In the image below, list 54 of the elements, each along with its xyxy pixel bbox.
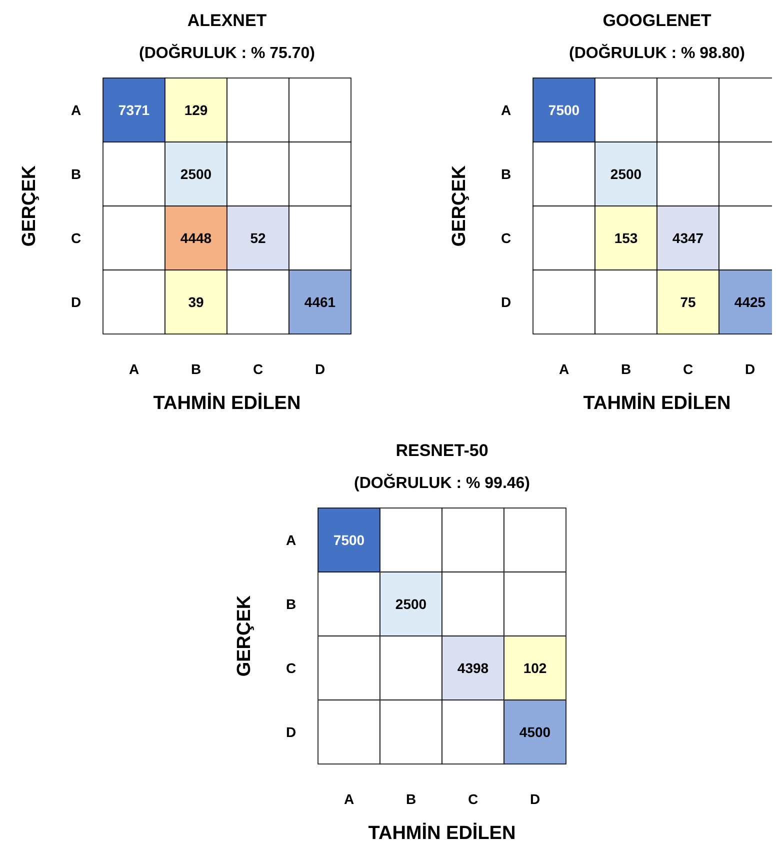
data-label: 4347	[672, 230, 704, 246]
x-tick-label: C	[682, 361, 694, 377]
chart-title: GOOGLENET	[602, 11, 712, 30]
y-axis-title: GERÇEK	[234, 595, 255, 677]
x-tick-label: A	[344, 791, 354, 807]
y-tick-label: A	[286, 532, 296, 548]
x-tick-label: B	[620, 361, 632, 377]
data-label: 4425	[734, 294, 766, 310]
data-label: 129	[184, 102, 208, 118]
chart-title: RESNET-50	[396, 441, 488, 460]
y-tick-label: C	[286, 660, 296, 676]
data-label: 2500	[395, 596, 427, 612]
x-tick-label: D	[314, 361, 326, 377]
x-tick-label: C	[252, 361, 264, 377]
x-tick-label: B	[406, 791, 416, 807]
data-label: 2500	[180, 166, 212, 182]
data-label: 2500	[610, 166, 642, 182]
data-label: 7500	[333, 532, 365, 548]
x-tick-label: D	[744, 361, 756, 377]
y-tick-label: A	[70, 102, 82, 118]
data-label: 4500	[519, 724, 551, 740]
x-axis-title: TAHMİN EDİLEN	[153, 392, 301, 414]
data-label: 4448	[180, 230, 212, 246]
x-tick-label: D	[530, 791, 540, 807]
y-axis-title: GERÇEK	[19, 165, 40, 247]
data-label: 4461	[304, 294, 336, 310]
chart-subtitle: (DOĞRULUK : % 75.70)	[138, 43, 316, 62]
y-tick-label: C	[70, 230, 82, 246]
data-label: 7371	[118, 102, 150, 118]
x-tick-label: B	[190, 361, 202, 377]
chart-subtitle: (DOĞRULUK : % 98.80)	[568, 43, 746, 62]
data-label: 52	[250, 230, 266, 246]
y-tick-label: B	[286, 596, 296, 612]
x-axis-title: TAHMİN EDİLEN	[583, 392, 731, 414]
data-label: 102	[523, 660, 547, 676]
y-tick-label: D	[286, 724, 296, 740]
y-tick-label: B	[500, 166, 512, 182]
data-label: 153	[614, 230, 638, 246]
y-axis-title: GERÇEK	[449, 165, 470, 247]
y-tick-label: A	[500, 102, 512, 118]
chart-title: ALEXNET	[187, 11, 268, 30]
x-tick-label: A	[128, 361, 140, 377]
data-label: 39	[188, 294, 204, 310]
data-label: 4398	[457, 660, 489, 676]
chart-subtitle: (DOĞRULUK : % 99.46)	[354, 473, 530, 492]
x-tick-label: A	[558, 361, 570, 377]
y-tick-label: D	[70, 294, 82, 310]
y-tick-label: C	[500, 230, 512, 246]
y-tick-label: B	[70, 166, 82, 182]
x-axis-title: TAHMİN EDİLEN	[368, 822, 516, 844]
data-label: 75	[680, 294, 696, 310]
x-tick-label: C	[468, 791, 478, 807]
y-tick-label: D	[500, 294, 512, 310]
data-label: 7500	[548, 102, 580, 118]
